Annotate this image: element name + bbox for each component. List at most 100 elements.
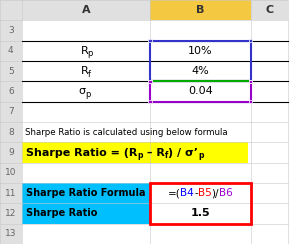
Bar [249,80,253,83]
Bar [148,39,152,42]
Text: – R: – R [143,148,165,157]
Bar [0,203,22,224]
Bar [0,122,22,142]
Text: Sharpe Ratio = (R: Sharpe Ratio = (R [26,148,137,157]
Bar [150,183,250,203]
Text: p: p [137,151,143,160]
Bar [150,163,250,183]
Bar [0,41,22,61]
Bar [150,20,250,41]
Bar [150,81,250,102]
Bar [22,203,150,224]
Text: p: p [198,151,204,160]
Bar [22,81,150,102]
Text: B: B [196,5,204,15]
Text: =(: =( [168,188,180,198]
Text: Sharpe Ratio: Sharpe Ratio [26,209,98,218]
Bar [0,61,22,81]
Bar [150,183,250,224]
Bar [150,61,250,81]
Bar [250,20,288,41]
Bar [0,20,22,41]
Bar [0,81,22,102]
Text: A: A [82,5,90,15]
Bar [150,203,250,224]
Bar [0,0,22,20]
Bar [250,163,288,183]
Text: Sharpe Ratio is calculated using below formula: Sharpe Ratio is calculated using below f… [25,128,227,137]
Bar [249,80,253,83]
Bar [250,102,288,122]
Text: 10%: 10% [188,46,213,56]
Bar [150,142,250,163]
Text: 10: 10 [5,168,16,177]
Bar [150,41,250,81]
Text: 1.5: 1.5 [190,209,210,218]
Bar [250,122,288,142]
Bar [150,224,250,244]
Bar [22,142,150,163]
Text: 5: 5 [8,67,14,76]
Text: σ: σ [79,87,86,96]
Text: p: p [85,90,91,99]
Text: f: f [165,151,168,160]
Bar [249,100,253,103]
Text: 9: 9 [8,148,14,157]
Bar [148,80,152,83]
Bar [250,142,288,163]
Bar [22,224,150,244]
Bar [150,183,250,203]
Bar [150,102,250,122]
Text: -: - [194,188,198,198]
Text: 7: 7 [8,107,14,116]
Bar [250,203,288,224]
Bar [0,163,22,183]
Text: f: f [88,70,91,79]
Bar [0,142,22,163]
Bar [22,41,150,61]
Text: 4%: 4% [191,66,209,76]
Bar [22,183,150,203]
Text: p: p [87,49,92,58]
Text: 11: 11 [5,189,16,198]
Bar [249,39,253,42]
Bar [0,183,22,203]
Bar [22,122,150,142]
Bar [250,0,288,20]
Bar [250,41,288,61]
Bar [22,163,150,183]
Text: 0.04: 0.04 [188,87,213,96]
Bar [150,0,250,20]
Bar [250,81,288,102]
Bar [250,61,288,81]
Text: B4: B4 [180,188,194,198]
Text: 6: 6 [8,87,14,96]
Bar [150,122,250,142]
Bar [22,61,150,81]
Bar [250,224,288,244]
Bar [148,80,152,83]
Text: 12: 12 [5,209,16,218]
Bar [22,102,150,122]
Bar [0,102,22,122]
Bar [150,203,250,224]
Bar [0,224,22,244]
Text: Sharpe Ratio Formula: Sharpe Ratio Formula [26,188,146,198]
Text: 13: 13 [5,229,16,238]
Bar [22,203,150,224]
Text: R: R [80,66,88,76]
Text: 8: 8 [8,128,14,137]
Bar [150,41,250,61]
Bar [22,142,248,163]
Text: C: C [265,5,273,15]
Text: R: R [80,46,88,56]
Bar [250,183,288,203]
Bar [22,20,150,41]
Bar [249,80,253,83]
Text: 4: 4 [8,46,14,55]
Text: B5: B5 [198,188,211,198]
Text: ) / σ’: ) / σ’ [168,148,198,157]
Text: 3: 3 [8,26,14,35]
Bar [148,80,152,83]
Bar [22,183,150,203]
